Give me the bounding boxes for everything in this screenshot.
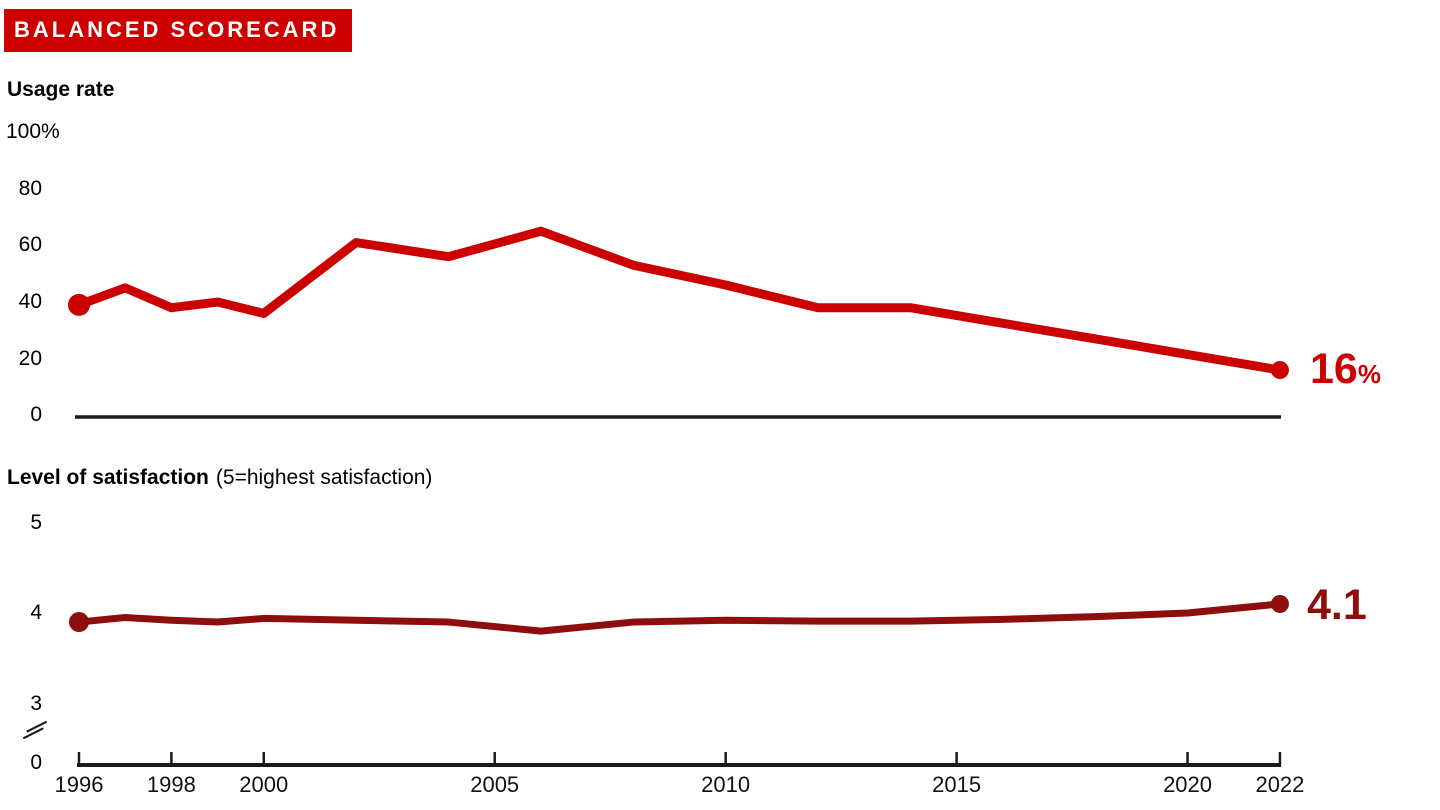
x-axis-label-1998: 1998 [146, 772, 196, 797]
usage-end-dot [1270, 361, 1289, 380]
satisfaction-ytick-3: 3 [30, 691, 42, 715]
satisfaction-title-note: (5=highest satisfaction) [215, 466, 433, 489]
title-banner: BALANCED SCORECARD [4, 9, 353, 52]
satisfaction-end-value: 4.1 [1307, 581, 1367, 629]
x-axis-label-2005: 2005 [470, 772, 520, 797]
x-axis-label-2000: 2000 [239, 772, 289, 797]
page-title: BALANCED SCORECARD [14, 17, 340, 42]
usage-end-number: 16 [1310, 345, 1358, 393]
x-axis-label-2022: 2022 [1255, 772, 1305, 797]
usage-ytick-0: 0 [30, 403, 42, 427]
axis-break-mark [22, 727, 44, 740]
usage-line [77, 226, 1281, 375]
usage-ytick-40: 40 [18, 290, 42, 314]
satisfaction-title-bold: Level of satisfaction [7, 466, 209, 489]
satisfaction-line [78, 600, 1281, 635]
satisfaction-title: Level of satisfaction (5=highest satisfac… [7, 466, 432, 490]
usage-end-percent-sign: % [1357, 359, 1381, 389]
axis-break-mark [26, 720, 48, 733]
x-axis-label-2020: 2020 [1163, 772, 1213, 797]
usage-ytick-80: 80 [18, 176, 42, 200]
x-axis-label-2010: 2010 [701, 772, 751, 797]
x-axis-label-1996: 1996 [54, 772, 104, 797]
x-axis-label-2015: 2015 [932, 772, 982, 797]
usage-start-dot [68, 293, 90, 316]
satisfaction-start-dot [69, 612, 89, 633]
usage-rate-end-value: 16% [1310, 345, 1381, 394]
usage-ytick-60: 60 [18, 233, 42, 257]
satisfaction-end-dot [1270, 594, 1289, 613]
satisfaction-ytick-0: 0 [30, 751, 42, 774]
usage-ytick-20: 20 [18, 346, 42, 370]
satisfaction-ytick-4: 4 [30, 601, 42, 624]
usage-ytick-100: 100% [6, 120, 60, 143]
usage-rate-title: Usage rate [7, 78, 115, 101]
satisfaction-ytick-5: 5 [30, 510, 42, 534]
